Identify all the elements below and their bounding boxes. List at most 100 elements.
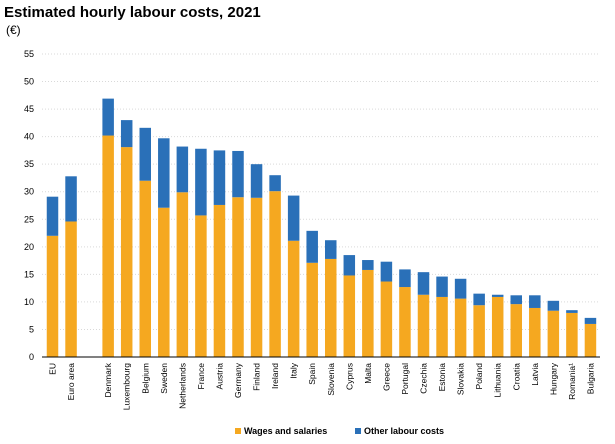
bar-other-costs <box>510 295 522 305</box>
bar-wages <box>343 275 356 357</box>
x-tick-label: Denmark <box>103 362 113 397</box>
y-tick-label: 55 <box>24 49 34 59</box>
bar-wages <box>510 304 522 357</box>
x-tick-label: Estonia <box>437 363 447 392</box>
bar-wages <box>306 262 318 357</box>
legend-label-other: Other labour costs <box>364 426 444 436</box>
bar-other-costs <box>491 294 504 297</box>
x-tick-label: Greece <box>381 363 391 391</box>
bar-other-costs <box>362 260 374 270</box>
x-tick-label: Austria <box>214 363 224 390</box>
bar-other-costs <box>566 310 578 313</box>
y-axis-ticks: 0 5 10 15 20 25 30 35 40 45 50 55 <box>24 49 34 362</box>
bar-other-costs <box>195 148 207 216</box>
bar-wages <box>436 296 448 357</box>
bar-other-costs <box>454 278 467 299</box>
bar-wages <box>195 215 207 357</box>
bar-wages <box>65 221 77 357</box>
y-tick-label: 30 <box>24 187 34 197</box>
x-tick-label: Luxembourg <box>122 363 132 411</box>
bar-other-costs <box>65 176 77 222</box>
y-tick-label: 10 <box>24 297 34 307</box>
bar-wages <box>566 312 578 357</box>
bar-wages <box>250 197 263 357</box>
bar-other-costs <box>102 98 114 136</box>
x-tick-label: Romania¹ <box>567 363 577 400</box>
bar-other-costs <box>250 164 263 198</box>
grid-lines <box>42 53 600 330</box>
bar-other-costs <box>306 230 318 263</box>
bar-other-costs <box>287 195 300 241</box>
bar-wages <box>269 191 281 357</box>
y-tick-label: 25 <box>24 214 34 224</box>
bar-wages <box>232 197 244 357</box>
bar-wages <box>491 296 504 357</box>
x-tick-label: Bulgaria <box>585 363 595 394</box>
bar-other-costs <box>232 150 244 198</box>
x-axis-labels: EU Euro area Denmark Luxembourg Belgium Swede… <box>48 362 596 410</box>
x-tick-label: Lithuania <box>493 363 503 398</box>
legend-label-wages: Wages and salaries <box>244 426 327 436</box>
bar-other-costs <box>46 196 59 236</box>
bar-wages <box>158 207 170 357</box>
y-tick-label: 50 <box>24 77 34 87</box>
bar-other-costs <box>529 295 541 308</box>
bar-wages <box>176 192 189 357</box>
x-tick-label: Cyprus <box>344 363 354 390</box>
x-tick-label: Euro area <box>66 363 76 401</box>
x-tick-label: Poland <box>474 363 484 390</box>
bar-wages <box>399 287 411 357</box>
x-tick-label: Malta <box>363 363 373 384</box>
legend-swatch-other <box>355 428 361 434</box>
bar-wages <box>454 298 467 357</box>
bar-wages <box>120 147 133 357</box>
bar-wages <box>46 235 59 357</box>
bar-wages <box>287 240 300 357</box>
y-tick-label: 45 <box>24 104 34 114</box>
bar-wages <box>139 180 151 357</box>
bar-other-costs <box>417 272 430 295</box>
x-tick-label: Slovenia <box>326 363 336 396</box>
bar-other-costs <box>158 138 170 208</box>
x-tick-label: EU <box>48 363 58 375</box>
x-tick-label: Latvia <box>530 363 540 386</box>
bar-wages <box>102 135 114 357</box>
bar-other-costs <box>343 255 356 276</box>
bar-other-costs <box>120 120 133 148</box>
legend: Wages and salaries Other labour costs <box>235 426 444 436</box>
chart-unit: (€) <box>6 23 21 37</box>
bar-other-costs <box>473 293 485 306</box>
bar-other-costs <box>399 269 411 288</box>
chart-title: Estimated hourly labour costs, 2021 <box>4 4 261 21</box>
x-tick-label: Sweden <box>159 363 169 394</box>
bar-other-costs <box>139 127 151 181</box>
y-tick-label: 20 <box>24 242 34 252</box>
x-tick-label: Ireland <box>270 363 280 389</box>
bar-other-costs <box>380 261 393 282</box>
bar-wages <box>417 294 430 357</box>
bar-other-costs <box>176 146 189 193</box>
bar-wages <box>362 269 374 357</box>
bar-wages <box>473 305 485 357</box>
x-tick-label: France <box>196 363 206 390</box>
x-tick-label: Czechia <box>419 363 429 394</box>
x-tick-label: Finland <box>252 363 262 391</box>
bar-wages <box>325 258 337 357</box>
bar-other-costs <box>269 175 281 192</box>
x-tick-label: Italy <box>289 362 299 378</box>
x-tick-label: Spain <box>307 363 317 385</box>
bar-other-costs <box>584 317 597 324</box>
x-tick-label: Slovakia <box>456 363 466 395</box>
y-tick-label: 35 <box>24 159 34 169</box>
bar-wages <box>213 204 226 357</box>
y-tick-label: 15 <box>24 269 34 279</box>
x-tick-label: Netherlands <box>177 363 187 409</box>
y-tick-label: 5 <box>29 324 34 334</box>
bar-wages <box>584 323 597 357</box>
x-tick-label: Germany <box>233 362 243 398</box>
x-tick-label: Portugal <box>400 363 410 395</box>
bar-wages <box>380 281 393 357</box>
y-tick-label: 40 <box>24 132 34 142</box>
legend-swatch-wages <box>235 428 241 434</box>
